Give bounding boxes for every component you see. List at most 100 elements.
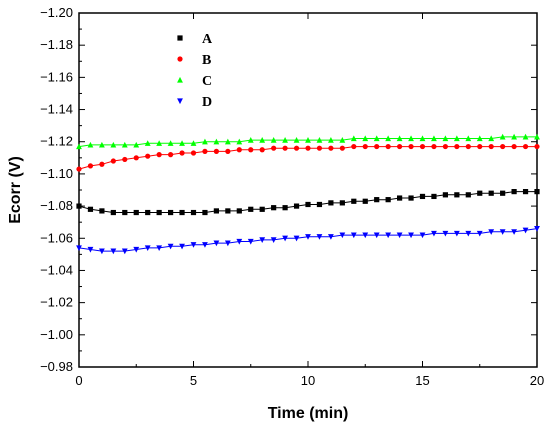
data-point-b — [431, 143, 437, 150]
data-point-c — [534, 133, 540, 140]
data-point-c — [373, 135, 380, 142]
data-point-b — [145, 153, 151, 159]
data-point-a — [419, 193, 426, 200]
data-point-a — [522, 189, 529, 195]
data-point-b — [500, 143, 506, 150]
data-point-b — [271, 145, 277, 151]
data-point-c — [362, 135, 369, 142]
y-tick-label: −1.12 — [40, 134, 73, 149]
data-point-c — [511, 133, 517, 140]
data-point-c — [87, 141, 94, 148]
data-point-a — [110, 209, 116, 216]
y-tick-label: −1.06 — [40, 230, 73, 245]
data-point-b — [385, 143, 391, 150]
data-point-a — [236, 208, 242, 214]
data-point-c — [236, 138, 243, 145]
data-point-c — [465, 135, 472, 142]
x-tick-label: 20 — [530, 373, 544, 388]
data-point-a — [99, 208, 105, 214]
y-tick-label: −1.00 — [40, 327, 73, 342]
data-point-d — [328, 234, 334, 240]
y-tick-label: −1.16 — [40, 69, 73, 84]
data-point-a — [534, 189, 540, 195]
data-point-c — [121, 141, 128, 148]
data-point-d — [293, 235, 300, 242]
y-tick-label: −1.20 — [40, 5, 73, 20]
y-tick-label: −0.98 — [40, 359, 73, 374]
data-point-b — [282, 145, 288, 151]
data-point-b — [133, 155, 139, 161]
data-point-d — [499, 229, 506, 235]
data-point-c — [99, 141, 105, 148]
data-point-c — [339, 137, 346, 143]
data-point-b — [179, 150, 185, 156]
data-point-d — [259, 237, 266, 243]
data-point-b — [351, 143, 357, 150]
data-point-a — [168, 209, 174, 216]
data-point-a — [477, 190, 483, 196]
data-point-b — [316, 145, 323, 151]
data-point-d — [305, 234, 311, 240]
data-point-c — [431, 135, 437, 142]
data-point-d — [350, 232, 357, 239]
data-point-b — [305, 145, 311, 151]
series-b — [76, 143, 540, 172]
data-point-a — [408, 195, 414, 201]
data-point-d — [179, 243, 185, 250]
data-point-a — [225, 208, 231, 214]
data-point-c — [202, 138, 208, 145]
data-point-a — [213, 208, 219, 214]
x-axis: 0 5 10 15 20 — [75, 13, 544, 388]
data-point-c — [133, 141, 140, 148]
data-point-b — [225, 148, 231, 154]
data-point-b — [236, 147, 242, 153]
data-point-a — [431, 193, 437, 200]
data-point-b — [522, 143, 529, 150]
data-point-b — [110, 158, 116, 164]
y-tick-label: −1.04 — [40, 262, 73, 277]
data-point-c — [293, 137, 300, 143]
data-point-a — [488, 190, 494, 196]
data-point-b — [99, 161, 105, 167]
x-tick-label: 15 — [415, 373, 429, 388]
legend-label-d: D — [202, 95, 212, 110]
data-point-c — [442, 135, 449, 142]
data-point-d — [408, 232, 414, 239]
data-point-d — [270, 237, 277, 243]
data-point-b — [477, 143, 483, 150]
data-point-b — [465, 143, 471, 150]
data-point-d — [224, 240, 231, 247]
data-point-d — [144, 245, 151, 252]
data-point-a — [259, 206, 265, 212]
y-tick-label: −1.10 — [40, 166, 73, 181]
data-point-c — [76, 143, 82, 150]
data-point-d — [133, 246, 140, 253]
data-point-b — [374, 143, 380, 150]
data-point-c — [453, 135, 460, 142]
data-point-a — [454, 192, 460, 198]
data-point-b — [122, 156, 128, 163]
data-point-d — [156, 245, 163, 252]
data-point-d — [213, 240, 220, 247]
x-tick-label: 10 — [301, 373, 315, 388]
data-point-c — [156, 140, 163, 146]
data-point-b — [534, 143, 540, 150]
series-c — [76, 133, 540, 150]
y-tick-label: −1.18 — [40, 37, 73, 52]
data-point-d — [202, 242, 208, 248]
data-point-d — [522, 227, 529, 234]
data-point-d — [247, 238, 254, 245]
data-point-b — [190, 150, 197, 156]
data-point-c — [179, 140, 185, 146]
data-point-b — [419, 143, 426, 150]
data-point-b — [76, 166, 82, 172]
series-layer — [76, 133, 540, 255]
data-point-d — [453, 230, 460, 237]
data-point-c — [282, 137, 288, 143]
data-point-d — [442, 230, 449, 237]
data-point-b — [202, 148, 208, 154]
data-point-d — [190, 242, 197, 248]
data-point-c — [522, 133, 529, 140]
data-point-c — [476, 135, 483, 142]
